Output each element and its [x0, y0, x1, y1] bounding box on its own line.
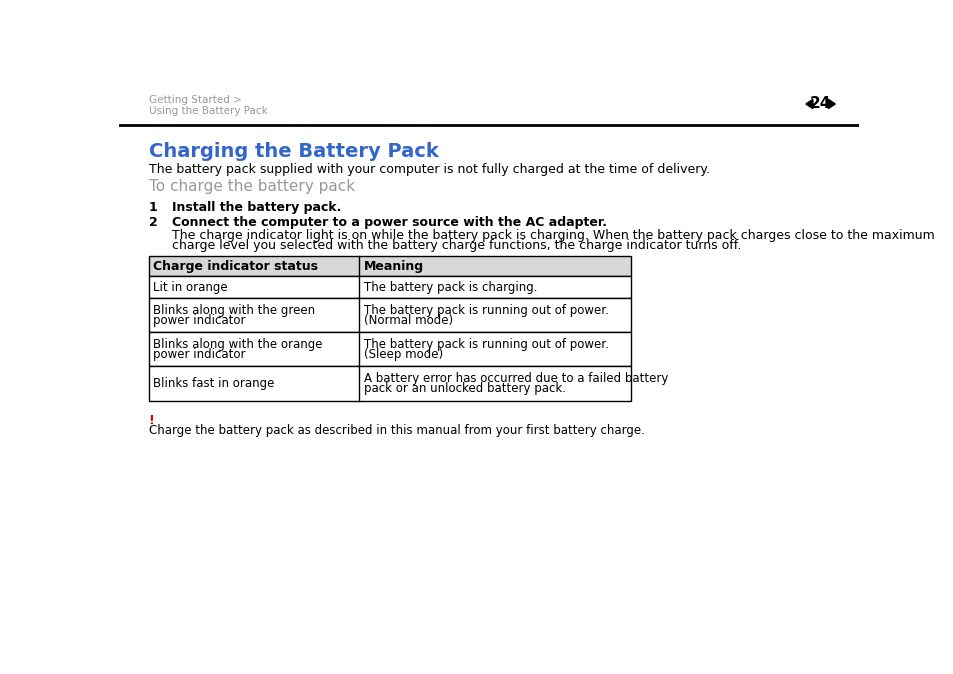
Text: !: ! — [149, 414, 154, 427]
Text: Charge indicator status: Charge indicator status — [153, 260, 318, 273]
Text: 1: 1 — [149, 201, 157, 214]
Text: (Sleep mode): (Sleep mode) — [364, 348, 443, 361]
Text: 2: 2 — [149, 216, 157, 229]
Bar — [149, 298, 630, 332]
Text: Blinks fast in orange: Blinks fast in orange — [153, 377, 274, 390]
Bar — [149, 332, 630, 366]
Polygon shape — [827, 99, 835, 109]
Text: Blinks along with the orange: Blinks along with the orange — [153, 338, 322, 350]
Text: Getting Started >: Getting Started > — [149, 95, 241, 104]
Text: The battery pack is running out of power.: The battery pack is running out of power… — [364, 338, 608, 350]
Text: Install the battery pack.: Install the battery pack. — [172, 201, 341, 214]
Text: Using the Battery Pack: Using the Battery Pack — [149, 106, 267, 117]
Text: The charge indicator light is on while the battery pack is charging. When the ba: The charge indicator light is on while t… — [172, 228, 934, 242]
Text: power indicator: power indicator — [153, 348, 246, 361]
Text: The battery pack is charging.: The battery pack is charging. — [364, 281, 537, 294]
Text: Blinks along with the green: Blinks along with the green — [153, 304, 315, 317]
Bar — [149, 276, 630, 298]
Text: Charging the Battery Pack: Charging the Battery Pack — [149, 142, 438, 162]
Text: charge level you selected with the battery charge functions, the charge indicato: charge level you selected with the batte… — [172, 239, 740, 253]
Text: The battery pack is running out of power.: The battery pack is running out of power… — [364, 304, 608, 317]
Text: Meaning: Meaning — [364, 260, 424, 273]
Text: 24: 24 — [809, 96, 830, 111]
Text: A battery error has occurred due to a failed battery: A battery error has occurred due to a fa… — [364, 372, 668, 386]
Text: Charge the battery pack as described in this manual from your first battery char: Charge the battery pack as described in … — [149, 423, 644, 437]
Text: To charge the battery pack: To charge the battery pack — [149, 179, 355, 194]
Text: pack or an unlocked battery pack.: pack or an unlocked battery pack. — [364, 382, 565, 396]
Polygon shape — [805, 99, 812, 109]
Text: The battery pack supplied with your computer is not fully charged at the time of: The battery pack supplied with your comp… — [149, 162, 709, 175]
Text: (Normal mode): (Normal mode) — [364, 314, 453, 327]
Text: power indicator: power indicator — [153, 314, 246, 327]
Text: Lit in orange: Lit in orange — [153, 281, 228, 294]
Bar — [149, 366, 630, 401]
Bar — [149, 256, 630, 276]
Text: Connect the computer to a power source with the AC adapter.: Connect the computer to a power source w… — [172, 216, 606, 229]
